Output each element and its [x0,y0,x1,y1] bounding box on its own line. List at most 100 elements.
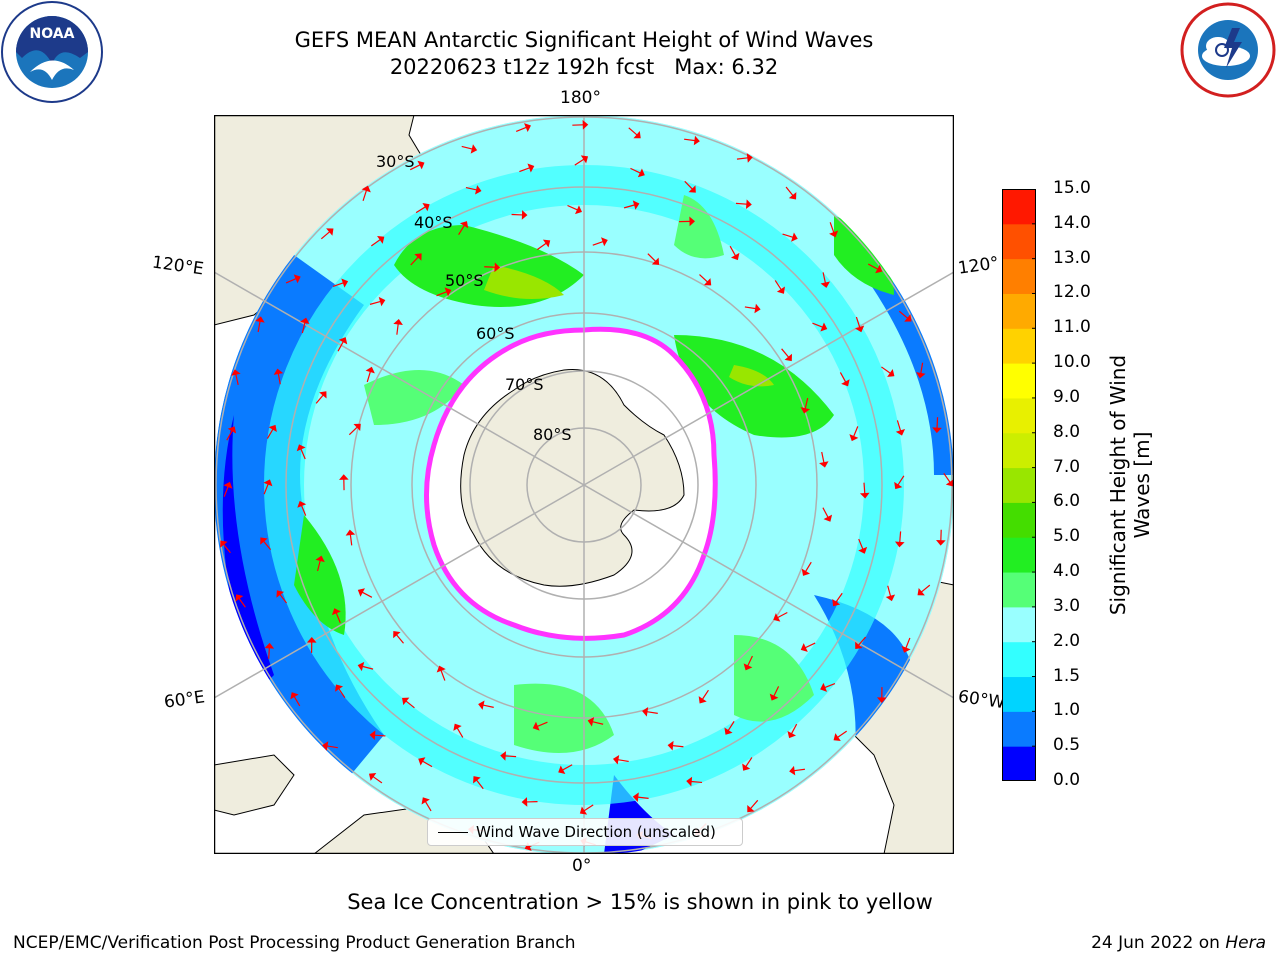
wind-wave-arrow [898,310,909,319]
wind-wave-arrow [936,417,939,429]
wind-wave-arrow [867,263,879,270]
wind-wave-arrow [332,282,344,288]
wind-wave-arrow [821,451,825,463]
arrow-head-icon [436,665,446,673]
arrow-head-icon [500,751,507,761]
wind-wave-arrow [370,239,381,247]
run-date: 24 Jun 2022 on Hera [1091,933,1266,953]
arrow-head-icon [268,424,277,433]
arrow-head-icon [357,661,365,672]
machine-name: Hera [1225,933,1266,953]
arrow-head-icon [901,645,911,653]
map-legend: Wind Wave Direction (unscaled) [427,818,743,846]
arrow-head-icon [894,481,903,490]
wind-wave-arrow [855,316,861,328]
wind-wave-arrow [617,759,629,763]
arrow-head-icon [832,599,841,607]
colorbar-band [1002,293,1036,329]
arrow-head-icon [833,733,841,742]
arrow-head-icon [754,303,761,314]
arrow-head-icon [345,529,356,536]
arrow-head-icon [300,317,310,325]
wind-wave-arrow [920,584,931,593]
arrow-head-icon [885,594,896,602]
arrow-head-icon [841,379,850,387]
arrow-head-icon [776,286,785,294]
wind-wave-arrow [366,371,371,383]
arrow-head-icon [527,163,535,173]
wind-wave-arrow [881,366,891,374]
wind-wave-arrow [790,723,798,735]
wind-wave-arrow [465,186,477,191]
arrow-head-icon [875,264,883,274]
arrow-head-icon [895,428,906,436]
wind-wave-arrow [349,534,353,546]
wind-wave-arrow [263,483,269,495]
wind-wave-arrow [684,138,696,142]
colorbar-band [1002,572,1036,608]
colorbar-tick-label: 7.0 [1053,456,1081,477]
wind-wave-arrow [781,348,790,358]
wind-wave-arrow [484,266,496,268]
arrow-head-icon [693,135,700,146]
wind-wave-arrow [562,764,573,771]
arrow-head-icon [858,546,868,554]
legend-label: Wind Wave Direction (unscaled) [476,823,716,841]
wind-wave-arrow [372,776,383,784]
colorbar-band [1002,189,1036,225]
wind-wave-arrow [424,801,432,812]
colorbar-tick-label: 15.0 [1053,178,1091,198]
wind-wave-arrow [863,482,866,494]
arrow-head-icon [231,369,241,376]
wind-wave-arrow [887,585,892,597]
wind-wave-arrow [515,126,527,132]
wind-wave-arrow [301,322,306,334]
wind-wave-arrow [824,682,836,689]
wind-wave-arrow [320,231,331,240]
sea-ice-caption: Sea Ice Concentration > 15% is shown in … [347,890,933,914]
arrow-head-icon [377,235,385,244]
lon-label-120w: 120° [956,253,1001,279]
wind-wave-arrow [300,448,306,460]
arrow-head-icon [582,120,589,130]
wind-wave-arrow [410,256,419,266]
arrow-head-icon [612,755,620,765]
wind-wave-arrow [482,704,494,708]
wind-wave-arrow [337,341,344,352]
wind-wave-arrow [405,700,415,709]
arrow-head-icon [787,730,796,739]
arrow-head-icon [223,481,233,489]
colorbar-band [1002,432,1036,469]
arrow-head-icon [414,253,422,261]
colorbar-band [1002,641,1036,678]
colorbar-tick-label: 4.0 [1053,561,1081,582]
wind-wave-arrow [835,592,843,603]
arrow-head-icon [689,216,695,227]
colorbar-tick-label: 12.0 [1053,282,1091,303]
arrow-head-icon [788,192,797,200]
wind-wave-arrow [829,222,835,233]
wind-wave-arrow [268,647,270,659]
wind-wave-arrow [361,591,373,598]
arrow-head-icon [378,296,386,307]
colorbar-tick-label: 1.5 [1053,665,1081,686]
colorbar-tick-label: 13.0 [1053,247,1091,268]
arrow-head-icon [293,274,301,284]
wind-wave-arrow [396,634,404,644]
arrow-head-icon [542,239,551,248]
polar-map[interactable] [214,115,954,854]
arrow-head-icon [829,230,839,238]
wind-wave-arrow [277,373,281,385]
arrow-head-icon [306,637,317,643]
wind-wave-arrow [691,780,703,784]
wind-wave-arrow [943,472,951,483]
arrow-head-icon [769,693,779,701]
legend-line-icon [438,831,468,833]
arrow-head-icon [322,741,329,751]
wind-wave-arrow [773,686,780,697]
lon-label-180: 180° [560,88,601,108]
wind-wave-arrow [853,426,859,437]
arrow-head-icon [784,353,792,362]
wind-wave-arrow [822,507,829,518]
arrow-head-icon [820,682,828,692]
